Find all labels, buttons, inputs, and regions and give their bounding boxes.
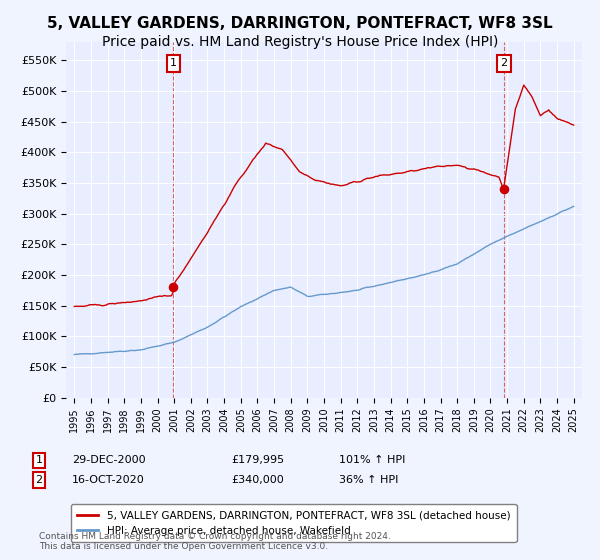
Text: £340,000: £340,000: [231, 475, 284, 485]
Text: Price paid vs. HM Land Registry's House Price Index (HPI): Price paid vs. HM Land Registry's House …: [102, 35, 498, 49]
Text: Contains HM Land Registry data © Crown copyright and database right 2024.
This d: Contains HM Land Registry data © Crown c…: [39, 532, 391, 552]
Text: 16-OCT-2020: 16-OCT-2020: [72, 475, 145, 485]
Text: 1: 1: [170, 58, 177, 68]
Text: 1: 1: [35, 455, 43, 465]
Text: 2: 2: [500, 58, 507, 68]
Text: 29-DEC-2000: 29-DEC-2000: [72, 455, 146, 465]
Legend: 5, VALLEY GARDENS, DARRINGTON, PONTEFRACT, WF8 3SL (detached house), HPI: Averag: 5, VALLEY GARDENS, DARRINGTON, PONTEFRAC…: [71, 504, 517, 542]
Point: [169, 283, 178, 292]
Text: 2: 2: [35, 475, 43, 485]
Point: [499, 185, 508, 194]
Text: £179,995: £179,995: [231, 455, 284, 465]
Text: 101% ↑ HPI: 101% ↑ HPI: [339, 455, 406, 465]
Text: 5, VALLEY GARDENS, DARRINGTON, PONTEFRACT, WF8 3SL: 5, VALLEY GARDENS, DARRINGTON, PONTEFRAC…: [47, 16, 553, 31]
Text: 36% ↑ HPI: 36% ↑ HPI: [339, 475, 398, 485]
